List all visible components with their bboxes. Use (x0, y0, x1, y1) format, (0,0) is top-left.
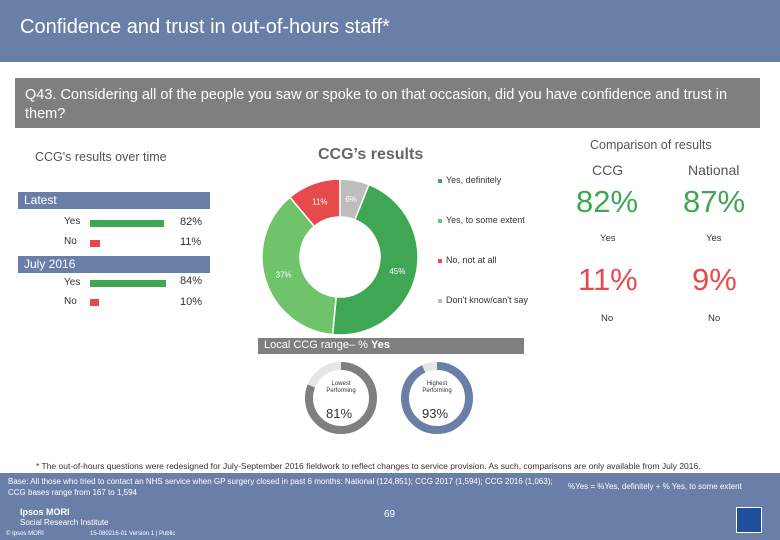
local-range-heading: Local CCG range– % Yes (258, 338, 524, 354)
donut-slice-label: 6% (345, 195, 357, 204)
comparison-heading: Comparison of results (590, 138, 712, 152)
period-header-latest: Latest (18, 192, 210, 209)
legend-label: Yes, definitely (446, 175, 502, 185)
ipsos-logo-icon (736, 507, 762, 533)
july-yes-bar (90, 280, 166, 287)
july-yes-pct: 84% (180, 275, 203, 287)
latest-no-bar (90, 240, 100, 247)
yes-definition-note: %Yes = %Yes, definitely + % Yes, to some… (568, 482, 742, 491)
legend-swatch (438, 298, 442, 303)
july-yes-label: Yes (64, 277, 81, 288)
no-national-value: 9% (692, 262, 737, 297)
gauge-fill (401, 362, 473, 434)
no-ccg-label: No (601, 313, 614, 324)
july-no-label: No (64, 296, 77, 307)
local-range-prefix: Local CCG range– % (264, 339, 371, 351)
latest-yes-bar (90, 220, 164, 227)
donut-slice (331, 183, 419, 335)
latest-yes-label: Yes (64, 216, 81, 227)
base-line-2: CCG bases range from 167 to 1,594 (8, 488, 137, 497)
lowest-label-2: Performing (326, 388, 356, 394)
version-text: 15-080216-01 Version 1 | Public (90, 531, 176, 537)
col-national-header: National (688, 162, 740, 178)
highest-label-2: Performing (422, 388, 452, 394)
highest-label-1: Highest (426, 381, 448, 387)
yes-ccg-value: 82% (576, 184, 639, 219)
donut-slice-label: 45% (389, 267, 405, 276)
july-no-pct: 10% (180, 296, 203, 308)
highest-value: 93% (422, 406, 449, 421)
results-over-time-heading: CCG's results over time (35, 150, 167, 164)
legend-swatch (438, 178, 442, 183)
latest-yes-pct: 82% (180, 216, 203, 228)
lowest-label-1: Lowest (331, 381, 351, 387)
lowest-label: Lowest Performing (316, 381, 366, 395)
footer-band: Base: All those who tried to contact an … (0, 473, 780, 540)
question-box: Q43. Considering all of the people you s… (15, 78, 760, 128)
base-line-1: Base: All those who tried to contact an … (8, 477, 553, 486)
lowest-gauge (305, 362, 377, 434)
donut-slice-label: 37% (276, 271, 292, 280)
header-band: Confidence and trust in out-of-hours sta… (0, 0, 780, 62)
legend-swatch (438, 258, 442, 263)
legend-item-dont-know: Don't know/can't say (438, 295, 528, 305)
yes-national-label: Yes (706, 233, 722, 244)
donut-slice-label: 11% (312, 198, 327, 207)
legend-item-yes-definitely: Yes, definitely (438, 175, 501, 185)
ccg-results-heading: CCG’s results (318, 146, 424, 163)
highest-label: Highest Performing (412, 381, 462, 395)
footnote: * The out-of-hours questions were redesi… (36, 461, 701, 471)
page-number: 69 (384, 509, 396, 520)
legend-label: Don't know/can't say (446, 295, 528, 305)
no-national-label: No (708, 313, 721, 324)
latest-no-label: No (64, 236, 77, 247)
highest-gauge (401, 362, 473, 434)
legend-label: No, not at all (446, 255, 497, 265)
legend-label: Yes, to some extent (446, 215, 525, 225)
donut-chart: 11% 6% 45% 37% (261, 178, 419, 335)
july-no-bar (90, 299, 99, 306)
local-range-bold: Yes (371, 339, 390, 351)
no-ccg-value: 11% (578, 262, 638, 297)
lowest-value: 81% (326, 406, 353, 421)
latest-no-pct: 11% (180, 236, 202, 248)
donut-slice (261, 196, 338, 335)
ipsos-logo-text: Ipsos MORI (20, 507, 70, 517)
col-ccg-header: CCG (592, 162, 624, 178)
yes-ccg-label: Yes (600, 233, 616, 244)
legend-swatch (438, 218, 442, 223)
period-header-july-2016: July 2016 (18, 256, 210, 273)
gauge-fill (305, 362, 377, 434)
yes-national-value: 87% (683, 184, 746, 219)
legend-item-no-not-at-all: No, not at all (438, 255, 497, 265)
copyright: © Ipsos MORI (6, 531, 44, 537)
sri-logo-text: Social Research Institute (20, 518, 109, 527)
page-title: Confidence and trust in out-of-hours sta… (20, 16, 390, 38)
legend-item-yes-some-extent: Yes, to some extent (438, 215, 525, 225)
